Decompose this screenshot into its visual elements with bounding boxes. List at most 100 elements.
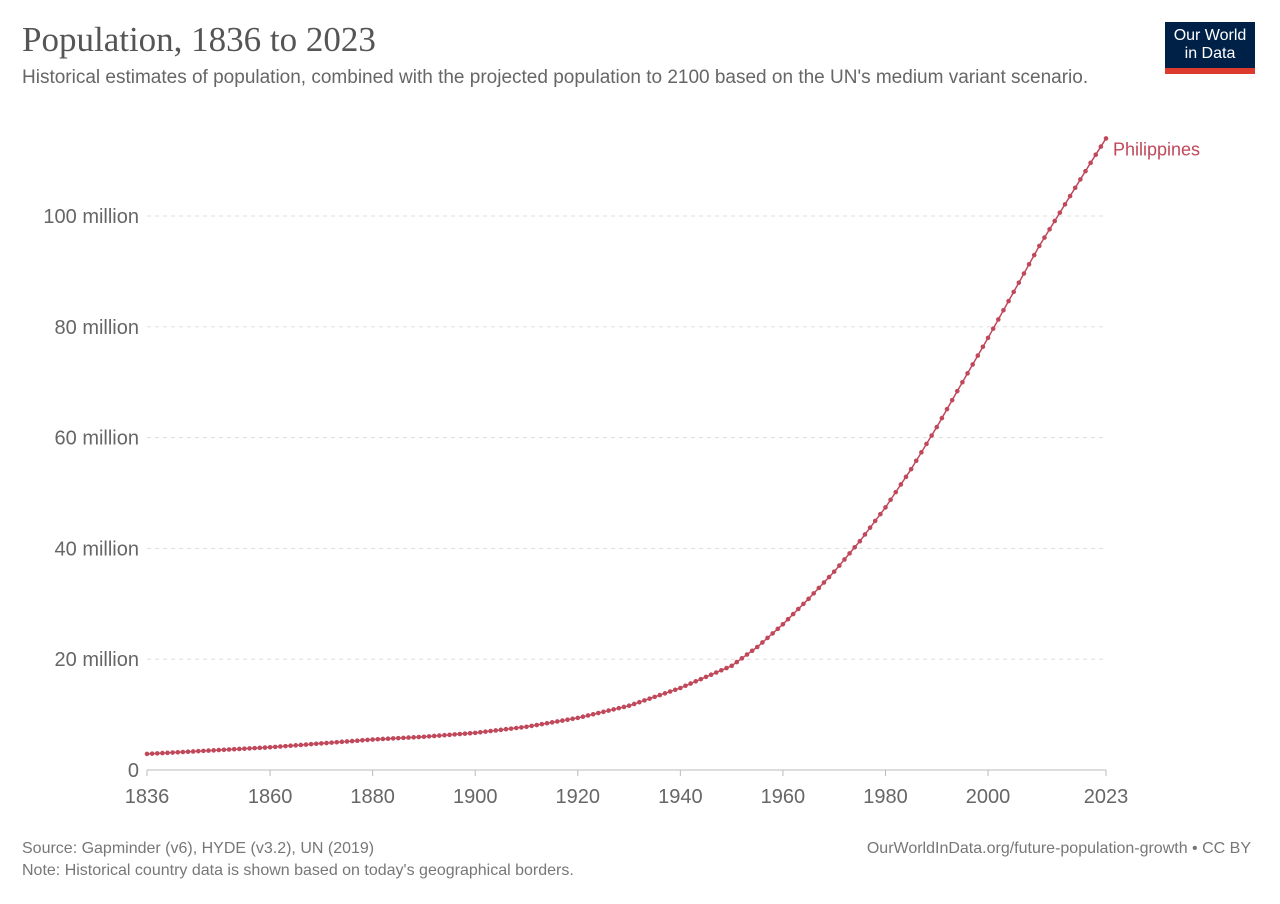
x-tick-label: 1980 — [863, 786, 908, 808]
data-point — [483, 729, 488, 734]
data-point — [149, 751, 155, 756]
data-point — [929, 433, 934, 438]
source-text: Source: Gapminder (v6), HYDE (v3.2), UN … — [22, 840, 375, 857]
data-point — [857, 538, 863, 544]
data-point — [693, 679, 699, 684]
data-point — [462, 731, 468, 736]
data-point — [713, 670, 719, 675]
data-point — [442, 732, 447, 738]
data-point — [1042, 235, 1047, 240]
data-point — [324, 740, 329, 746]
data-point — [401, 735, 406, 741]
note-text: Note: Historical country data is shown b… — [22, 862, 574, 879]
data-point — [549, 720, 555, 725]
data-point — [626, 703, 632, 709]
data-point — [565, 717, 570, 722]
data-point — [303, 742, 309, 747]
data-point — [970, 362, 975, 367]
x-tick-label: 1900 — [453, 786, 498, 808]
data-point — [878, 511, 883, 517]
data-point — [1006, 298, 1011, 304]
data-point — [965, 371, 970, 376]
data-point — [647, 696, 652, 701]
data-point — [395, 735, 401, 741]
data-point — [1026, 262, 1032, 267]
data-point — [144, 751, 150, 757]
data-point — [1103, 136, 1109, 141]
data-point — [672, 687, 678, 693]
data-point — [939, 415, 945, 421]
data-point — [195, 748, 201, 754]
data-point — [1078, 177, 1083, 182]
data-point — [1098, 144, 1104, 149]
y-tick-label: 40 million — [55, 538, 139, 560]
data-point — [560, 718, 565, 723]
data-point — [426, 734, 432, 739]
data-point — [447, 732, 452, 738]
data-point — [893, 489, 899, 495]
data-point — [1093, 152, 1099, 157]
data-point — [498, 727, 504, 733]
data-point — [719, 667, 724, 673]
data-point — [1083, 168, 1088, 174]
data-point — [529, 723, 534, 729]
data-point — [754, 644, 760, 650]
data-point — [580, 714, 586, 720]
data-point — [385, 736, 391, 741]
x-tick-label: 1880 — [350, 786, 395, 808]
owid-logo[interactable]: Our World in Data — [1165, 22, 1255, 74]
data-point — [708, 672, 714, 678]
data-point — [539, 721, 545, 727]
data-point — [170, 750, 175, 755]
y-tick-label: 60 million — [55, 428, 139, 450]
y-tick-label: 100 million — [43, 206, 139, 228]
data-point — [883, 505, 888, 510]
data-point — [1011, 289, 1016, 295]
y-tick-label: 20 million — [55, 649, 139, 671]
data-point — [190, 749, 196, 754]
x-tick-label: 1920 — [556, 786, 601, 808]
data-point — [503, 726, 509, 732]
data-point — [678, 685, 683, 691]
data-point — [298, 742, 304, 748]
data-point — [985, 335, 991, 341]
data-point — [744, 652, 750, 657]
data-point — [452, 732, 458, 737]
data-point — [1031, 252, 1037, 258]
data-point — [349, 738, 355, 744]
data-point — [437, 733, 442, 738]
data-point — [544, 720, 550, 726]
data-point — [334, 739, 340, 745]
data-point — [898, 482, 904, 487]
data-point — [585, 713, 591, 718]
data-point — [949, 397, 955, 403]
chart-title: Population, 1836 to 2023 — [22, 20, 376, 59]
source-link[interactable]: OurWorldInData.org/future-population-gro… — [866, 840, 1251, 857]
data-point — [206, 748, 211, 753]
data-point — [975, 353, 981, 358]
data-point — [944, 406, 950, 412]
data-point — [267, 744, 273, 750]
data-point — [1072, 185, 1078, 191]
data-point — [642, 698, 647, 703]
data-point — [242, 746, 247, 751]
x-tick-label: 1836 — [125, 786, 170, 808]
data-point — [826, 574, 832, 580]
data-point — [508, 726, 514, 731]
data-point — [365, 737, 370, 743]
data-point — [1037, 243, 1042, 249]
data-point — [816, 585, 822, 591]
data-point — [729, 663, 734, 669]
data-point — [601, 709, 606, 715]
data-point — [611, 707, 616, 712]
data-point — [308, 741, 314, 747]
data-point — [801, 601, 806, 607]
data-point — [467, 730, 473, 736]
data-point — [1057, 210, 1063, 215]
data-point — [226, 747, 232, 752]
data-point — [990, 326, 996, 331]
data-point — [960, 379, 965, 385]
data-point — [749, 648, 755, 654]
data-point — [370, 737, 375, 742]
data-point — [837, 563, 842, 568]
